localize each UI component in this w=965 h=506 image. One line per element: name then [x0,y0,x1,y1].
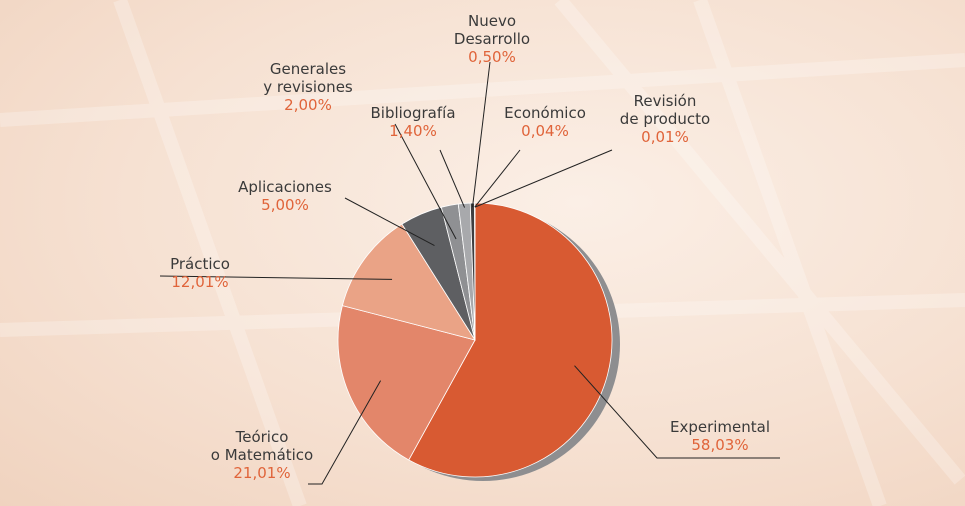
leader-line [394,123,457,240]
pie-slice [337,305,476,461]
pie-slice [408,202,613,478]
leader-line [474,149,521,208]
leader-line [159,275,393,280]
value-label: 1,40% [389,122,437,140]
leader-line [344,197,435,247]
category-name: Revisión de producto [619,92,711,128]
value-label: 2,00% [284,96,332,114]
category-name: Práctico [170,255,230,273]
category-name: Nuevo Desarrollo [453,12,531,48]
category-name: Teórico o Matemático [210,428,314,464]
leader-line [439,149,466,208]
slice-label: Teórico o Matemático 21,01% [211,428,313,482]
slice-label: Aplicaciones 5,00% [238,178,332,214]
pie-slice [341,223,476,341]
value-label: 0,50% [468,48,516,66]
category-name: Bibliografía [370,104,456,122]
slice-label: Económico 0,04% [504,104,586,140]
category-name: Económico [504,104,586,122]
category-name: Experimental [669,418,771,436]
slice-label: Bibliografía 1,40% [370,104,455,140]
slice-label: Experimental 58,03% [670,418,770,454]
value-label: 5,00% [261,196,309,214]
category-name: Aplicaciones [238,178,332,196]
value-label: 21,01% [233,464,291,482]
slice-label: Generales y revisiones 2,00% [263,60,352,114]
slice-label: Práctico 12,01% [170,255,230,291]
slice-label: Revisión de producto 0,01% [620,92,710,146]
value-label: 58,03% [691,436,749,454]
value-label: 12,01% [171,273,229,291]
value-label: 0,04% [521,122,569,140]
value-label: 0,01% [641,128,689,146]
slice-label: Nuevo Desarrollo 0,50% [454,12,530,66]
leader-line [308,380,382,485]
leader-line [574,365,780,459]
category-name: Generales y revisiones [263,60,353,96]
leader-line [474,149,613,208]
leader-line [471,61,491,208]
